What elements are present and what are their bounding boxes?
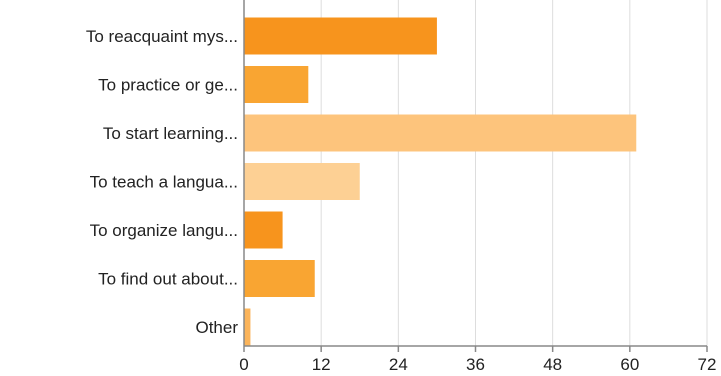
bar xyxy=(244,211,283,249)
y-category-label: To organize langu... xyxy=(90,221,238,240)
bar xyxy=(244,114,637,152)
bars-layer xyxy=(244,17,637,346)
y-category-label: To find out about... xyxy=(98,270,238,289)
y-category-label: To teach a langua... xyxy=(90,173,238,192)
grid-layer xyxy=(320,0,708,346)
x-tick-label: 36 xyxy=(466,355,485,374)
x-tick-label: 12 xyxy=(312,355,331,374)
x-tick-label: 72 xyxy=(698,355,717,374)
bar xyxy=(244,308,251,346)
bar xyxy=(244,17,437,55)
x-tick-label: 0 xyxy=(239,355,248,374)
bar xyxy=(244,260,315,297)
y-category-label: To reacquaint mys... xyxy=(86,27,238,46)
x-tick-label: 48 xyxy=(543,355,562,374)
x-tick-label: 60 xyxy=(620,355,639,374)
labels-layer: 0 12 24 36 48 60 72 To reacquaint mys... To prac… xyxy=(86,27,717,374)
axis-layer xyxy=(243,0,708,352)
y-category-label: To start learning... xyxy=(103,124,238,143)
x-tick-label: 24 xyxy=(389,355,408,374)
bar xyxy=(244,66,309,103)
y-category-label: Other xyxy=(195,318,238,337)
y-category-label: To practice or ge... xyxy=(98,76,238,95)
bar xyxy=(244,163,360,200)
